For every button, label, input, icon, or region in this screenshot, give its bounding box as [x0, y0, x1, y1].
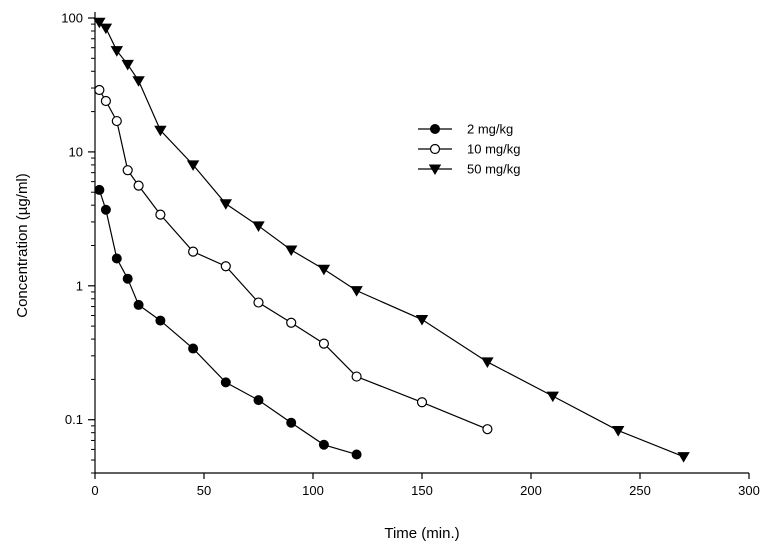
data-point	[132, 76, 145, 87]
legend-marker	[430, 124, 440, 134]
data-point	[111, 253, 122, 264]
data-point	[351, 371, 362, 382]
x-tick-label: 300	[738, 483, 760, 498]
data-point	[94, 184, 105, 195]
x-tick-label: 150	[411, 483, 433, 498]
data-point	[111, 115, 122, 127]
legend: 2 mg/kg 10 mg/kg 50 mg/kg	[418, 122, 520, 177]
y-tick-label: 100	[61, 11, 83, 26]
data-point	[285, 245, 298, 257]
data-point	[318, 338, 329, 349]
data-point	[122, 273, 133, 284]
data-point	[612, 426, 625, 437]
x-tick-label: 100	[302, 483, 324, 498]
data-point	[253, 395, 264, 406]
legend-item: 50 mg/kg	[418, 162, 520, 177]
data-point	[100, 95, 112, 107]
y-tick-label: 10	[69, 144, 83, 159]
data-point	[94, 84, 105, 96]
legend-item: 2 mg/kg	[418, 122, 513, 137]
series-group	[94, 84, 493, 435]
data-point	[154, 125, 167, 137]
data-point	[121, 59, 134, 71]
data-point	[677, 452, 690, 463]
data-point	[318, 439, 329, 450]
data-point	[317, 264, 331, 276]
data-point	[415, 315, 429, 326]
data-point	[416, 397, 428, 408]
data-point	[220, 377, 231, 388]
x-axis-title: Time (min.)	[384, 525, 459, 542]
data-point	[186, 160, 200, 171]
x-tick-label: 50	[197, 483, 211, 498]
series-group	[94, 184, 362, 460]
data-point	[286, 417, 297, 428]
data-point	[219, 199, 232, 210]
x-tick-label: 200	[520, 483, 542, 498]
x-tick-label: 0	[91, 483, 98, 498]
data-point	[122, 165, 133, 176]
data-point	[155, 315, 166, 326]
data-point	[133, 299, 144, 310]
legend-marker	[428, 164, 442, 176]
data-point	[252, 221, 265, 232]
ticks: 0 50 100 150 200 250 300 0.1 1 10 100	[61, 11, 760, 499]
series	[93, 17, 690, 463]
legend-item: 10 mg/kg	[418, 142, 520, 157]
legend-label: 10 mg/kg	[467, 142, 520, 157]
data-point	[546, 391, 559, 403]
data-point	[188, 246, 199, 257]
data-point	[481, 357, 494, 368]
data-point	[110, 46, 123, 57]
data-point	[93, 17, 106, 29]
data-point	[133, 180, 144, 191]
series-group	[93, 17, 690, 463]
series-line	[98, 89, 488, 430]
legend-marker	[429, 143, 441, 155]
data-point	[482, 424, 493, 435]
series-line	[98, 189, 357, 456]
y-tick-label: 0.1	[65, 412, 83, 427]
data-point	[351, 449, 362, 460]
legend-label: 2 mg/kg	[467, 122, 513, 137]
data-point	[220, 261, 231, 272]
data-point	[155, 209, 166, 220]
legend-label: 50 mg/kg	[467, 162, 520, 177]
data-point	[350, 286, 363, 297]
x-tick-label: 250	[629, 483, 651, 498]
y-axis-title: Concentration (µg/ml)	[14, 173, 31, 318]
data-point	[100, 204, 111, 215]
y-tick-label: 1	[76, 278, 83, 293]
series-line	[98, 21, 684, 458]
data-point	[253, 297, 264, 308]
data-point	[99, 23, 113, 35]
data-point	[188, 343, 199, 354]
data-point	[286, 317, 297, 328]
